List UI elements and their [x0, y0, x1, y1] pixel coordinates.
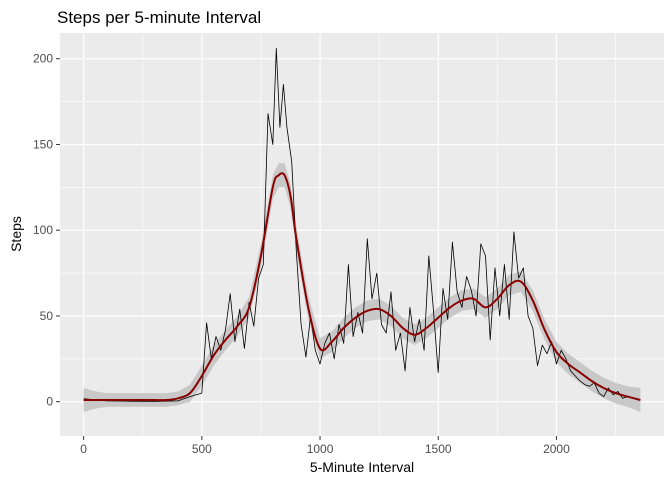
confidence-band: [83, 163, 641, 412]
y-tick-label: 150: [33, 137, 53, 151]
y-tick-label: 50: [40, 309, 54, 323]
x-axis-label: 5-Minute Interval: [310, 459, 414, 475]
x-axis-ticks: 0 500 1000 1500 2000: [80, 436, 570, 456]
x-tick-label: 0: [80, 442, 87, 456]
smooth-series-layer: [83, 172, 641, 402]
chart-title: Steps per 5-minute Interval: [57, 8, 261, 27]
smoothed-trend-line: [83, 172, 641, 402]
y-tick-label: 0: [46, 395, 53, 409]
y-tick-label: 100: [33, 223, 53, 237]
raw-series-layer: [83, 48, 641, 402]
x-tick-label: 2000: [543, 442, 570, 456]
y-axis-ticks: 0 50 100 150 200: [33, 52, 60, 409]
confidence-band-layer: [83, 163, 641, 412]
x-tick-label: 1500: [425, 442, 452, 456]
x-tick-label: 500: [192, 442, 212, 456]
y-tick-label: 200: [33, 52, 53, 66]
x-tick-label: 1000: [307, 442, 334, 456]
raw-steps-line: [83, 48, 641, 402]
y-axis-label: Steps: [8, 216, 24, 252]
